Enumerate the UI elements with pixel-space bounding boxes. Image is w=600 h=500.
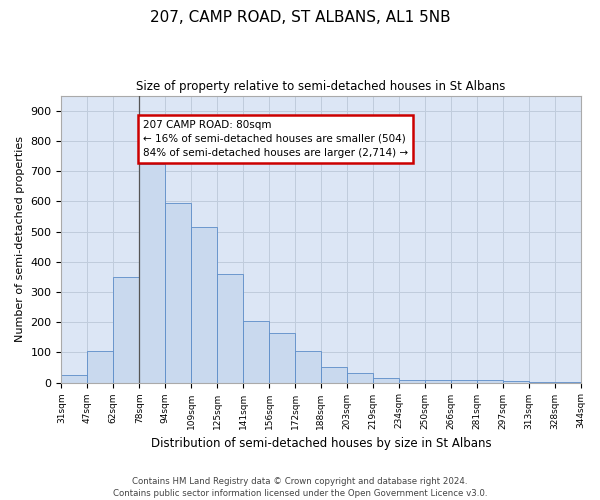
Bar [347,373,373,382]
Bar [295,351,321,382]
Text: Contains HM Land Registry data © Crown copyright and database right 2024.
Contai: Contains HM Land Registry data © Crown c… [113,476,487,498]
Bar [191,227,217,382]
Title: Size of property relative to semi-detached houses in St Albans: Size of property relative to semi-detach… [136,80,506,93]
Bar [243,320,269,382]
X-axis label: Distribution of semi-detached houses by size in St Albans: Distribution of semi-detached houses by … [151,437,491,450]
Bar [217,274,243,382]
Bar [503,381,529,382]
Bar [476,380,503,382]
Bar [165,203,191,382]
Bar [373,378,399,382]
Bar [425,380,451,382]
Bar [139,164,165,382]
Y-axis label: Number of semi-detached properties: Number of semi-detached properties [15,136,25,342]
Bar [88,351,113,382]
Bar [269,332,295,382]
Bar [399,380,425,382]
Text: 207, CAMP ROAD, ST ALBANS, AL1 5NB: 207, CAMP ROAD, ST ALBANS, AL1 5NB [149,10,451,25]
Bar [113,277,139,382]
Bar [451,380,476,382]
Text: 207 CAMP ROAD: 80sqm
← 16% of semi-detached houses are smaller (504)
84% of semi: 207 CAMP ROAD: 80sqm ← 16% of semi-detac… [143,120,408,158]
Bar [321,368,347,382]
Bar [61,375,88,382]
